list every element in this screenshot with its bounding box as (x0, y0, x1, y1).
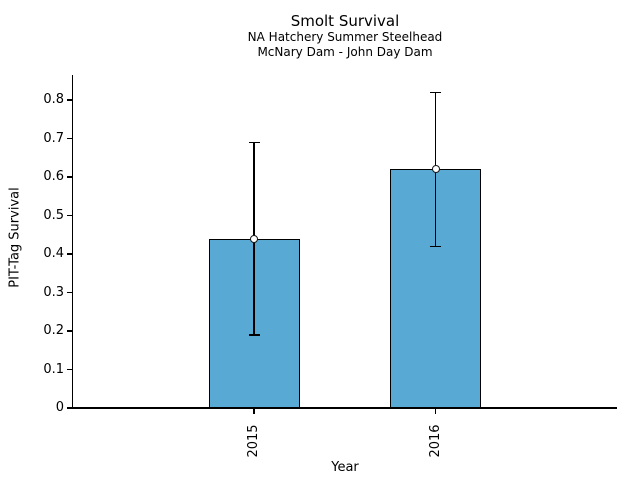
x-tick-label: 2015 (246, 424, 261, 458)
y-tick-mark (67, 253, 72, 255)
chart-subtitle-line1: NA Hatchery Summer Steelhead (247, 30, 443, 44)
y-tick-mark (67, 214, 72, 217)
y-tick-label: 0.3 (43, 284, 64, 300)
chart-title: Smolt Survival (290, 12, 400, 30)
y-tick-label: 0.7 (43, 130, 64, 146)
y-tick-mark (67, 99, 72, 101)
y-tick-mark (67, 176, 72, 178)
chart-subtitle-line2: McNary Dam - John Day Dam (257, 45, 433, 59)
point-marker-2015 (250, 234, 258, 243)
y-tick-label: 0.1 (43, 361, 64, 377)
x-axis-label: Year (331, 460, 359, 475)
y-tick-mark (67, 368, 72, 371)
y-tick-mark (67, 291, 72, 294)
x-tick-mark (434, 409, 437, 414)
y-tick-mark (67, 137, 72, 140)
x-tick-label: 2016 (427, 424, 443, 458)
x-axis-spine (71, 407, 617, 409)
y-axis-spine (71, 75, 73, 409)
y-tick-mark (67, 330, 72, 332)
y-tick-label: 0 (55, 400, 64, 415)
y-tick-label: 0.2 (43, 323, 64, 338)
y-axis-label: PIT-Tag Survival (7, 187, 23, 288)
x-tick-mark (253, 409, 255, 414)
point-marker-2016 (431, 165, 440, 174)
error-cap-top-2016 (430, 91, 441, 94)
y-tick-label: 0.5 (43, 207, 64, 223)
y-tick-label: 0.4 (43, 246, 64, 261)
y-tick-label: 0.8 (43, 92, 64, 108)
error-cap-bottom-2016 (430, 245, 441, 248)
y-tick-mark (67, 407, 72, 409)
error-cap-top-2015 (248, 141, 260, 144)
error-cap-bottom-2015 (248, 334, 260, 336)
y-tick-label: 0.6 (43, 169, 64, 185)
